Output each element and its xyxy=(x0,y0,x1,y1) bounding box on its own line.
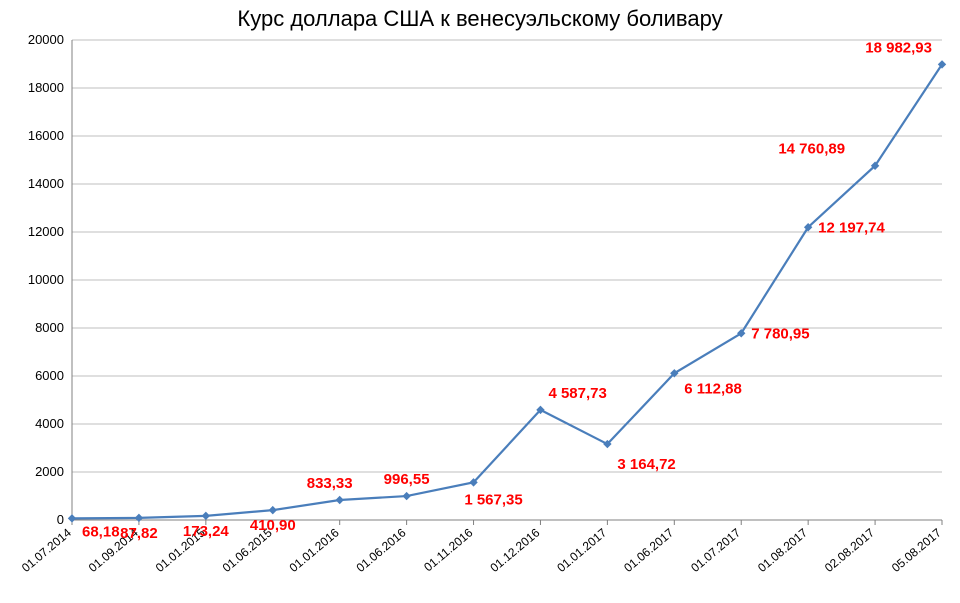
y-tick-label: 8000 xyxy=(35,320,64,335)
y-tick-label: 20000 xyxy=(28,32,64,47)
y-tick-label: 6000 xyxy=(35,368,64,383)
y-tick-label: 2000 xyxy=(35,464,64,479)
chart-container: Курс доллара США к венесуэльскому болива… xyxy=(0,0,960,603)
data-label: 833,33 xyxy=(307,475,353,492)
data-label: 996,55 xyxy=(384,471,430,488)
data-label: 18 982,93 xyxy=(865,39,932,56)
data-label: 14 760,89 xyxy=(778,141,845,158)
data-label: 6 112,88 xyxy=(684,380,742,397)
y-tick-label: 18000 xyxy=(28,80,64,95)
y-tick-label: 14000 xyxy=(28,176,64,191)
y-tick-label: 4000 xyxy=(35,416,64,431)
y-tick-label: 10000 xyxy=(28,272,64,287)
data-label: 1 567,35 xyxy=(464,491,522,508)
y-tick-label: 12000 xyxy=(28,224,64,239)
data-label: 68,18 xyxy=(82,523,120,540)
data-label: 173,24 xyxy=(183,523,230,540)
data-label: 7 780,95 xyxy=(751,325,809,342)
data-label: 4 587,73 xyxy=(548,385,606,402)
data-label: 3 164,72 xyxy=(617,456,675,473)
data-label: 12 197,74 xyxy=(818,219,885,236)
y-tick-label: 0 xyxy=(57,512,64,527)
data-label: 410,90 xyxy=(250,517,296,534)
chart-title: Курс доллара США к венесуэльскому болива… xyxy=(237,6,722,31)
line-chart: Курс доллара США к венесуэльскому болива… xyxy=(0,0,960,603)
data-label: 87,82 xyxy=(120,525,158,542)
y-tick-label: 16000 xyxy=(28,128,64,143)
